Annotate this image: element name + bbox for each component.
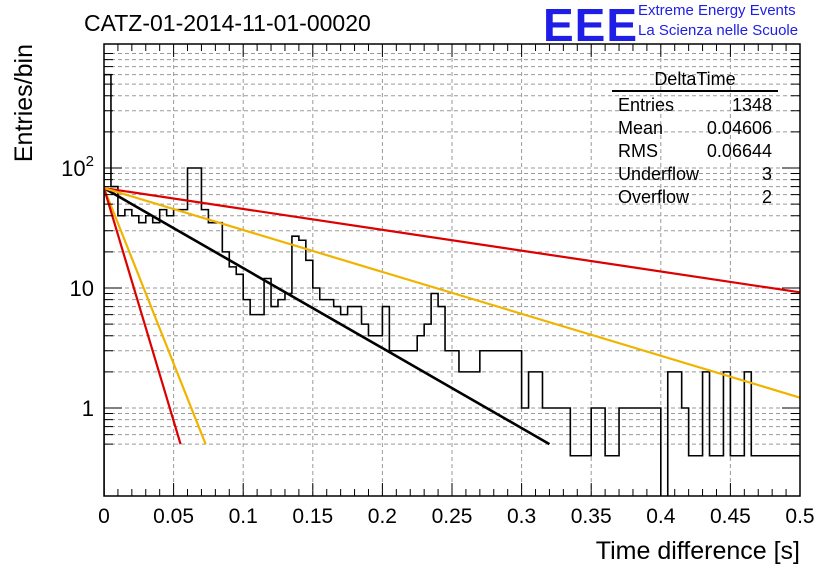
histogram-title: CATZ-01-2014-11-01-00020 bbox=[84, 10, 371, 36]
x-tick-label: 0.25 bbox=[432, 505, 473, 528]
stats-value: 0.04606 bbox=[706, 118, 772, 138]
stats-row-underflow: Underflow 3 bbox=[612, 163, 778, 186]
x-tick-label: 0.5 bbox=[785, 505, 814, 528]
fit-curve-4 bbox=[104, 187, 207, 445]
fit-curves bbox=[104, 186, 800, 446]
stats-box-name: DeltaTime bbox=[654, 69, 736, 89]
stats-box: DeltaTime Entries 1348 Mean 0.04606 RMS … bbox=[612, 68, 778, 209]
fit-curve-1 bbox=[104, 186, 551, 446]
grid-lines bbox=[103, 44, 801, 496]
logo-line-2: La Scienza nelle Scuole bbox=[638, 22, 799, 39]
x-tick-label: 0.4 bbox=[646, 505, 676, 528]
eee-logo: EEE bbox=[543, 0, 639, 51]
fit-curve-3 bbox=[104, 187, 800, 399]
logo-line-1: Extreme Energy Events bbox=[638, 2, 796, 19]
x-tick-label: 0.35 bbox=[571, 505, 612, 528]
y-axis-label: Entries/bin bbox=[10, 44, 38, 162]
stats-label: Underflow bbox=[618, 164, 700, 184]
x-tick-label: 0.15 bbox=[292, 505, 333, 528]
stats-label: RMS bbox=[618, 141, 658, 161]
y-tick-label: 10 bbox=[70, 276, 94, 301]
stats-box-rule bbox=[612, 90, 778, 92]
histogram-outline bbox=[104, 73, 800, 496]
stats-label: Overflow bbox=[618, 187, 690, 207]
x-axis-label: Time difference [s] bbox=[596, 537, 800, 565]
stats-value: 3 bbox=[761, 164, 772, 184]
x-tick-labels: 0 0.05 0.1 0.15 0.2 0.25 0.3 0.35 0.4 0.45 0.5 bbox=[98, 505, 814, 528]
x-tick-label: 0 bbox=[98, 505, 110, 528]
stats-row-mean: Mean 0.04606 bbox=[612, 117, 778, 140]
axis-ticks bbox=[103, 44, 801, 496]
y-tick-labels: 1 10 102 bbox=[61, 153, 94, 421]
x-tick-label: 0.3 bbox=[507, 505, 536, 528]
stats-row-rms: RMS 0.06644 bbox=[612, 140, 778, 163]
x-tick-label: 0.2 bbox=[368, 505, 397, 528]
x-tick-label: 0.1 bbox=[229, 505, 258, 528]
histogram-bars bbox=[104, 73, 800, 496]
stats-value: 2 bbox=[761, 187, 772, 207]
x-tick-label: 0.45 bbox=[710, 505, 751, 528]
fit-curve-5 bbox=[104, 187, 182, 445]
stats-row-entries: Entries 1348 bbox=[612, 94, 778, 117]
stats-label: Entries bbox=[618, 95, 675, 115]
x-tick-label: 0.05 bbox=[153, 505, 194, 528]
y-tick-label: 102 bbox=[61, 153, 94, 181]
stats-value: 0.06644 bbox=[706, 141, 772, 161]
stats-label: Mean bbox=[618, 118, 664, 138]
stats-value: 1348 bbox=[731, 95, 772, 115]
stats-row-overflow: Overflow 2 bbox=[612, 186, 778, 209]
y-tick-label: 1 bbox=[82, 396, 94, 421]
fit-curve-2 bbox=[104, 187, 800, 294]
